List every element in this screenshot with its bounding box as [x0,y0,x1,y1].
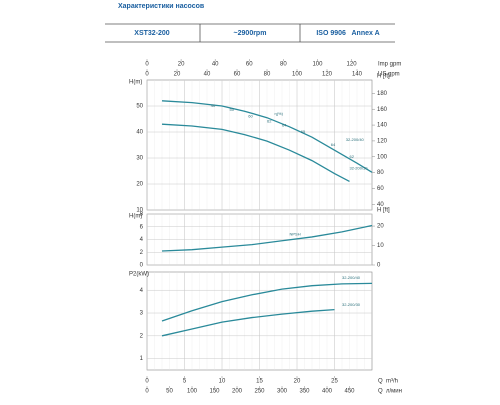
x-tick-label: 40 [204,72,211,78]
y2-tick-label: 20 [377,224,384,230]
y2-tick-label: 80 [377,170,384,176]
annotation: 64 [282,123,287,128]
y-tick-label: 1 [140,356,144,362]
annotation: 62 [350,154,355,159]
x-tick-label: 120 [347,62,358,68]
x-tick-label: 100 [187,389,198,395]
y-tick-label: 2 [140,333,144,339]
x-tick-label: 400 [322,389,333,395]
annotation: 65 [301,129,306,134]
x-tick-label: 0 [145,389,149,395]
x-axis-label: Imp gpm [378,62,401,68]
x-tick-label: 300 [277,389,288,395]
y2-tick-label: 10 [377,243,384,249]
x-tick-label: 20 [174,72,181,78]
y-tick-label: 40 [136,130,143,136]
annotation: 50 [230,107,235,112]
x-tick-label: 0 [145,72,149,78]
y2-tick-label: 160 [377,107,388,113]
x-tick-label: 20 [294,379,301,385]
y-tick-label: 30 [136,156,143,162]
x-tick-label: 100 [312,62,323,68]
y-axis-label: H(m) [129,214,142,220]
y-tick-label: 8 [140,212,144,218]
x-tick-label: 15 [256,379,263,385]
annotation: 32-200/30 [350,165,369,170]
x-tick-label: 40 [212,62,219,68]
y-tick-label: 4 [140,288,144,294]
y-tick-label: 6 [140,224,144,230]
y-axis-label: P2(kW) [129,272,149,278]
y-tick-label: 10 [136,208,143,214]
y-tick-label: 50 [136,104,143,110]
x-tick-label: 120 [322,72,333,78]
x-tick-label: 350 [299,389,310,395]
y2-tick-label: 40 [377,202,384,208]
y-tick-label: 20 [136,182,143,188]
x-tick-label: 60 [246,62,253,68]
x-tick-label: 20 [178,62,185,68]
y2-tick-label: 140 [377,123,388,129]
x-tick-label: 50 [166,389,173,395]
annotation: 62 [267,119,272,124]
header-cell: XST32-200 [134,30,170,37]
x-axis-label: Q m³/h [378,379,398,385]
header-cell: ISO 9906 Annex A [316,30,379,37]
y2-tick-label: 100 [377,154,388,160]
curve [161,308,335,337]
x-tick-label: 150 [209,389,220,395]
x-tick-label: 80 [264,72,271,78]
x-tick-label: 250 [254,389,265,395]
x-tick-label: 25 [331,379,338,385]
x-tick-label: 80 [280,62,287,68]
y2-tick-label: 180 [377,91,388,97]
x-tick-label: 100 [292,72,303,78]
header-cell: ~2900rpm [234,30,267,37]
x-tick-label: 10 [219,379,226,385]
curve [161,282,373,322]
y-tick-label: 2 [140,250,144,256]
y-tick-label: 4 [140,237,144,243]
y-tick-label: 0 [140,263,144,269]
y-tick-label: 3 [140,311,144,317]
annotation: 60 [248,113,253,118]
y2-axis-label: H [ft] [377,208,390,214]
curve [161,123,350,182]
x-tick-label: 0 [145,379,149,385]
x-tick-label: 0 [145,62,149,68]
x-tick-label: 200 [232,389,243,395]
x-tick-label: 60 [234,72,241,78]
y2-axis-label: H [ft] [377,74,390,80]
annotation: 32-200/30 [342,302,361,307]
y2-tick-label: 0 [377,263,381,269]
annotation: 32-200/40 [342,275,361,280]
annotation: 40 [211,103,216,108]
page-title: Характеристики насосов [118,3,205,10]
annotation: 64 [331,142,336,147]
y2-tick-label: 60 [377,186,384,192]
x-axis-label: Q л/мин [378,389,402,395]
x-tick-label: 5 [183,379,187,385]
curve [161,100,373,173]
y2-tick-label: 120 [377,138,388,144]
x-tick-label: 450 [344,389,355,395]
x-axis-label: US gpm [378,72,400,78]
annotation: 32-200/40 [346,137,365,142]
curve [161,224,373,252]
annotation: NPSH [290,231,301,236]
x-tick-label: 140 [352,72,363,78]
annotation: η(%) [275,111,284,116]
y-axis-label: H(m) [129,80,142,86]
